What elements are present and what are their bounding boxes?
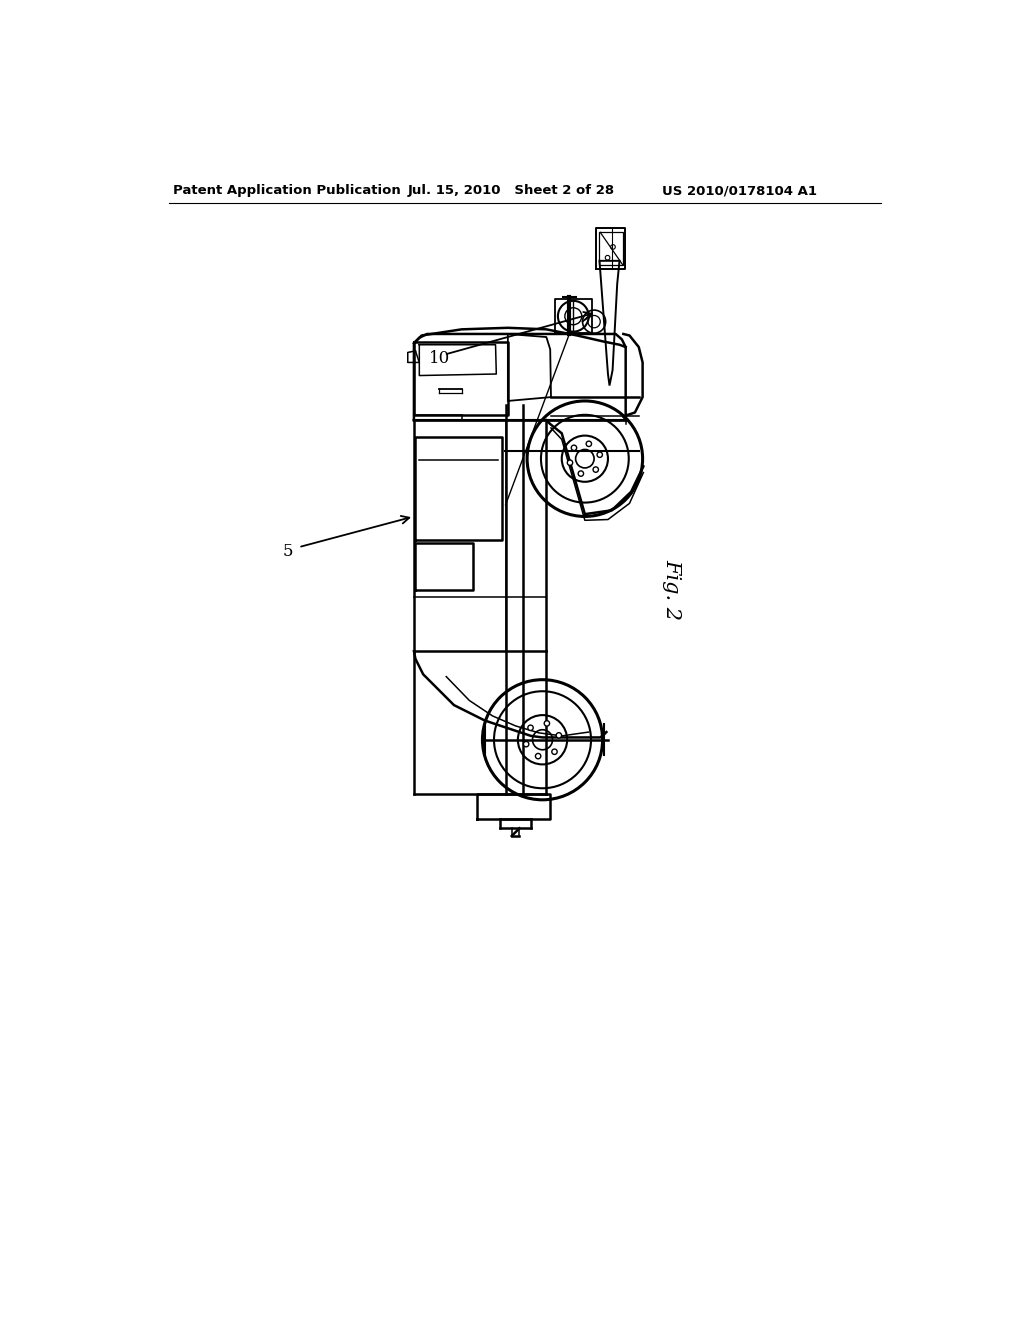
Circle shape: [586, 441, 592, 446]
Circle shape: [579, 471, 584, 477]
Text: Patent Application Publication: Patent Application Publication: [173, 185, 400, 197]
Circle shape: [593, 467, 598, 473]
Circle shape: [544, 721, 550, 726]
Circle shape: [523, 742, 528, 747]
Circle shape: [536, 754, 541, 759]
Bar: [599, 231, 623, 265]
Circle shape: [597, 451, 602, 458]
Circle shape: [556, 733, 561, 738]
Text: US 2010/0178104 A1: US 2010/0178104 A1: [662, 185, 817, 197]
Circle shape: [567, 459, 572, 466]
Text: 5: 5: [283, 543, 294, 560]
Circle shape: [552, 748, 557, 755]
Circle shape: [571, 445, 577, 450]
Text: 10: 10: [429, 350, 451, 367]
Circle shape: [527, 725, 534, 730]
Text: Fig. 2: Fig. 2: [662, 560, 681, 620]
Text: Jul. 15, 2010   Sheet 2 of 28: Jul. 15, 2010 Sheet 2 of 28: [408, 185, 614, 197]
